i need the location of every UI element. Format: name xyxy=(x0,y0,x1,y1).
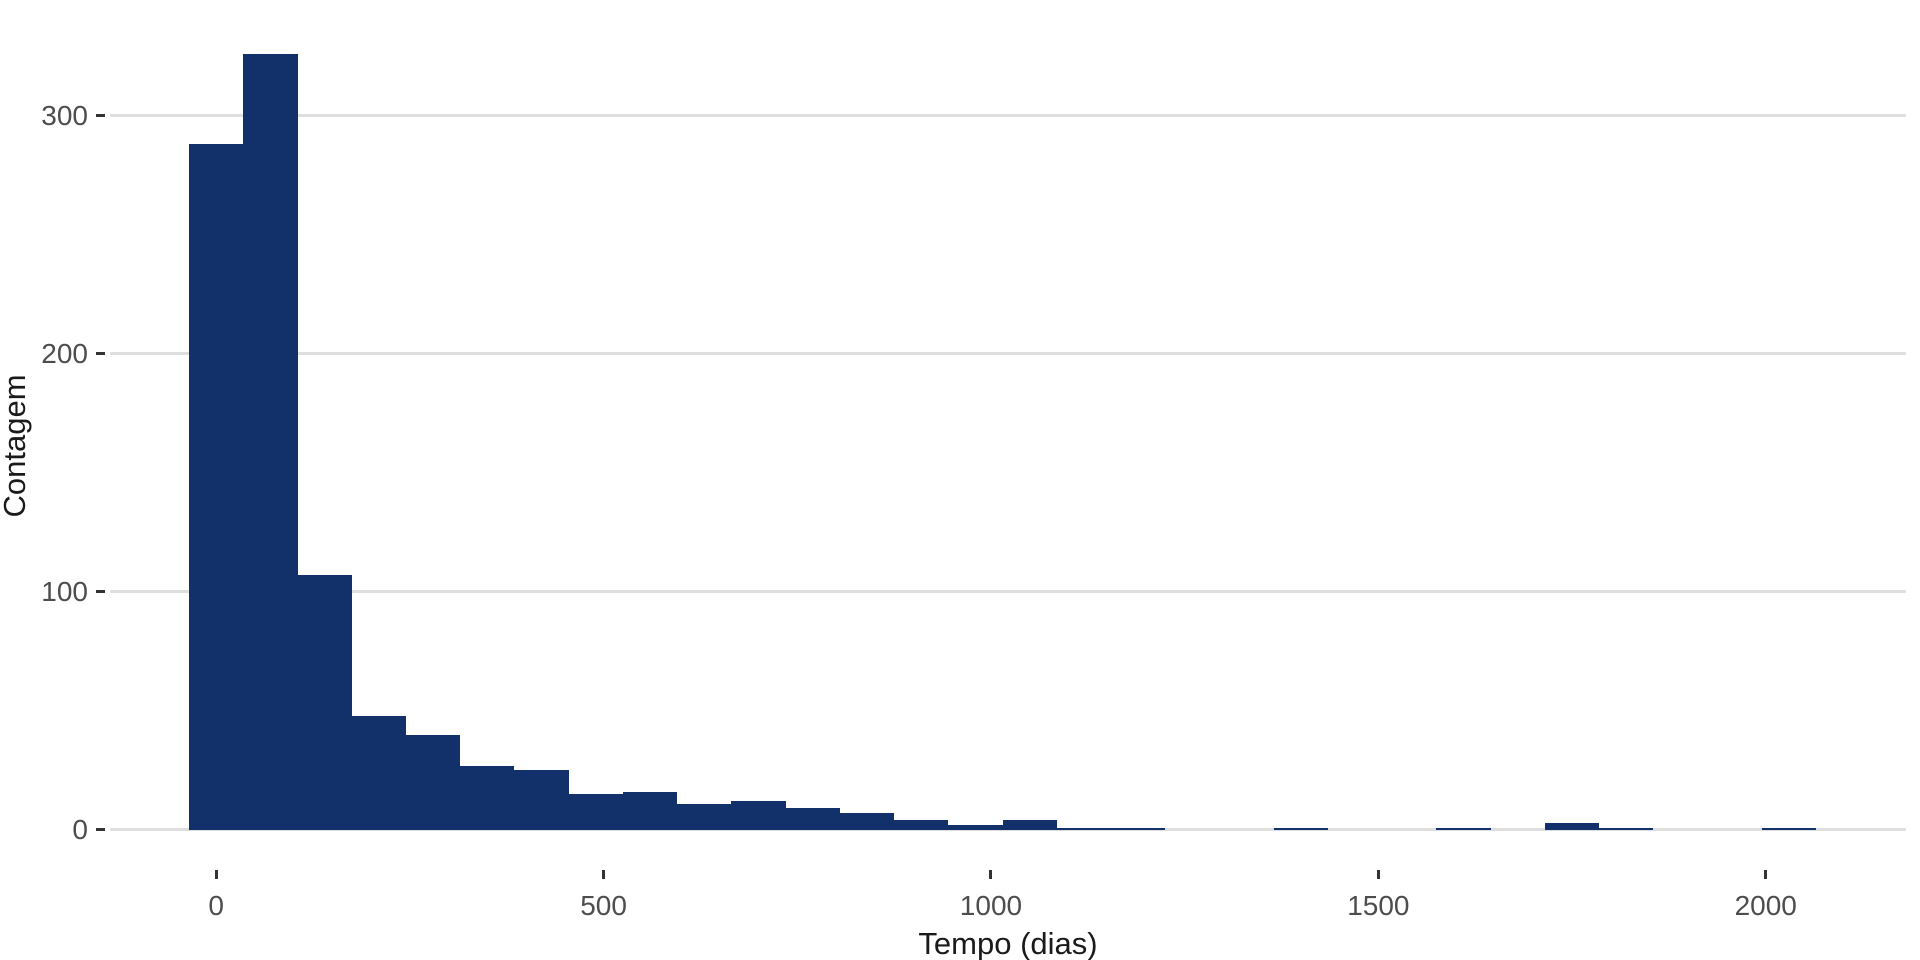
y-tick-mark-0 xyxy=(96,828,105,832)
histogram-bar-280 xyxy=(405,734,461,830)
histogram-bar-1400 xyxy=(1273,827,1328,830)
y-gridline-0 xyxy=(110,828,1906,832)
histogram-bar-700 xyxy=(731,801,786,830)
histogram-bar-840 xyxy=(839,813,895,830)
x-tick-label-0: 0 xyxy=(208,890,224,921)
y-tick-mark-300 xyxy=(96,114,105,118)
histogram-bar-770 xyxy=(785,808,840,830)
histogram-bar-2030 xyxy=(1761,827,1817,830)
y-tick-mark-200 xyxy=(96,352,105,356)
y-tick-label-0: 0 xyxy=(72,813,88,845)
histogram-bar-980 xyxy=(948,825,1003,830)
x-tick-mark-1500 xyxy=(1376,870,1380,879)
y-tick-mark-100 xyxy=(96,590,105,594)
histogram-bar-350 xyxy=(460,765,515,830)
x-tick-label-500: 500 xyxy=(580,890,627,921)
histogram-bar-1190 xyxy=(1111,827,1166,830)
histogram-bar-1120 xyxy=(1056,827,1112,830)
histogram-bar-1750 xyxy=(1544,822,1600,830)
y-tick-label-100: 100 xyxy=(41,575,88,607)
y-gridline-100 xyxy=(110,590,1906,594)
x-axis-title: Tempo (dias) xyxy=(918,926,1098,960)
histogram-bar-140 xyxy=(297,575,352,830)
histogram-bar-420 xyxy=(514,770,569,830)
histogram-bar-210 xyxy=(351,715,406,830)
histogram-bar-1610 xyxy=(1436,827,1491,830)
x-tick-mark-1000 xyxy=(989,870,993,879)
y-tick-label-200: 200 xyxy=(41,337,88,369)
plot-panel xyxy=(110,18,1906,868)
histogram-bar-490 xyxy=(568,794,623,830)
histogram-bar-1820 xyxy=(1599,827,1654,830)
y-gridline-200 xyxy=(110,352,1906,356)
y-tick-label-300: 300 xyxy=(41,99,88,131)
x-tick-label-1000: 1000 xyxy=(959,890,1023,921)
histogram-bar-0 xyxy=(189,144,244,830)
y-gridline-300 xyxy=(110,114,1906,118)
histogram-bar-70 xyxy=(243,53,298,830)
histogram-bar-560 xyxy=(622,791,678,830)
x-tick-label-1500: 1500 xyxy=(1347,890,1410,921)
histogram-bar-1050 xyxy=(1002,820,1057,830)
x-tick-mark-2000 xyxy=(1764,870,1768,879)
x-tick-mark-500 xyxy=(602,870,606,879)
histogram-bar-630 xyxy=(677,803,732,830)
histogram-bar-910 xyxy=(894,820,949,830)
x-tick-mark-0 xyxy=(214,870,218,879)
x-tick-label-2000: 2000 xyxy=(1734,890,1797,921)
